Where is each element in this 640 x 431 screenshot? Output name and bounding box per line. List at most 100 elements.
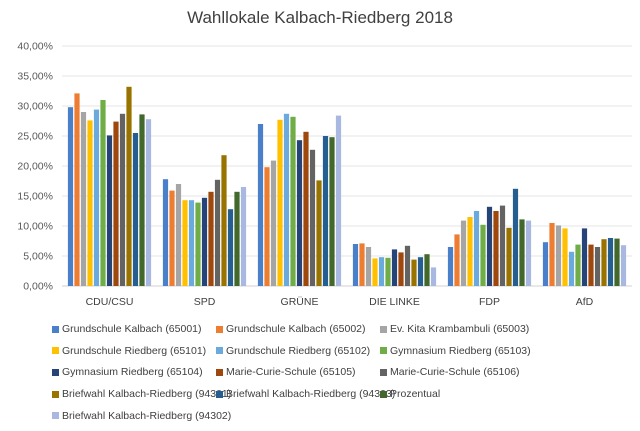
legend-item: Briefwahl Kalbach-Riedberg (94302)	[52, 410, 231, 422]
bar	[480, 224, 486, 286]
x-tick-label: AfD	[576, 296, 594, 308]
bar	[365, 247, 372, 286]
legend-label: Grundschule Riedberg (65102)	[226, 344, 371, 357]
bar	[182, 200, 188, 286]
legend-label: Gymnasium Riedberg (65103)	[390, 344, 531, 357]
bar	[454, 234, 460, 286]
bar	[542, 242, 549, 286]
bar	[93, 109, 100, 286]
bar	[162, 179, 169, 286]
bar	[391, 249, 398, 286]
legend-item: Prozentual	[380, 388, 440, 400]
bar	[499, 205, 506, 286]
legend-swatch	[380, 347, 387, 355]
bar	[601, 239, 607, 286]
bar	[290, 116, 296, 286]
legend-item: Grundschule Riedberg (65101)	[52, 345, 206, 357]
bar	[67, 107, 74, 286]
y-tick-label: 15,00%	[17, 191, 53, 203]
legend-swatch	[216, 390, 223, 398]
bar	[424, 254, 430, 286]
bar	[549, 223, 555, 286]
bar	[100, 100, 106, 286]
y-tick-label: 35,00%	[17, 71, 53, 83]
bar	[568, 251, 575, 286]
bar	[316, 180, 322, 286]
bar	[555, 225, 562, 286]
y-tick-label: 40,00%	[17, 41, 53, 53]
x-tick-label: FDP	[479, 296, 500, 308]
bar	[607, 238, 614, 286]
legend-label: Ev. Kita Krambambuli (65003)	[390, 323, 530, 335]
bar	[277, 119, 283, 286]
bar	[126, 86, 132, 286]
bar	[296, 140, 303, 286]
bar	[201, 197, 208, 286]
chart-title: Wahllokale Kalbach-Riedberg 2018	[187, 8, 453, 27]
bar	[169, 190, 175, 286]
bar	[588, 244, 594, 286]
legend-label: Briefwahl Kalbach-Riedberg (94303)	[226, 388, 396, 401]
bar	[87, 120, 93, 287]
legend-swatch	[52, 368, 59, 376]
legend-item: Gymnasium Riedberg (65104)	[52, 366, 203, 378]
legend-swatch	[52, 390, 59, 398]
legend-swatch	[52, 412, 59, 420]
bar	[620, 245, 627, 286]
bar	[283, 113, 290, 286]
bar	[385, 257, 391, 286]
bar	[460, 220, 467, 286]
bar	[80, 112, 87, 286]
legend-item: Grundschule Kalbach (65002)	[216, 323, 366, 335]
legend-label: Marie-Curie-Schule (65105)	[226, 366, 356, 379]
bar	[322, 136, 329, 286]
bar	[506, 227, 512, 286]
legend-label: Briefwahl Kalbach-Riedberg (94301)	[62, 388, 232, 401]
legend-label: Gymnasium Riedberg (65104)	[62, 366, 203, 379]
bar	[411, 259, 417, 286]
bar	[195, 202, 201, 286]
bar	[270, 160, 277, 286]
legend-label: Prozentual	[390, 388, 441, 401]
legend-swatch	[380, 390, 387, 398]
bar	[430, 267, 437, 286]
bar	[227, 209, 234, 286]
legend-swatch	[52, 325, 59, 333]
bar	[447, 247, 454, 286]
bar	[221, 155, 227, 286]
x-tick-label: DIE LINKE	[369, 296, 420, 308]
legend-label: Grundschule Kalbach (65001)	[62, 323, 202, 335]
bar	[467, 217, 473, 286]
legend-swatch	[216, 368, 223, 376]
y-tick-label: 10,00%	[17, 221, 53, 233]
bar	[404, 245, 411, 286]
bar	[473, 211, 480, 286]
bar	[575, 244, 581, 286]
bar	[106, 135, 113, 286]
bar	[309, 149, 316, 286]
bar	[303, 131, 309, 286]
bar	[378, 257, 385, 286]
legend-label: Marie-Curie-Schule (65106)	[390, 366, 520, 379]
bar	[113, 121, 119, 286]
bar	[329, 137, 335, 286]
bar	[74, 93, 80, 287]
y-tick-label: 5,00%	[23, 251, 53, 263]
legend-item: Gymnasium Riedberg (65103)	[380, 345, 531, 357]
legend-item: Briefwahl Kalbach-Riedberg (94301)	[52, 388, 231, 400]
x-tick-label: GRÜNE	[281, 296, 319, 308]
legend-item: Grundschule Riedberg (65102)	[216, 345, 370, 357]
bar	[525, 220, 532, 286]
legend-label: Grundschule Riedberg (65101)	[62, 344, 207, 357]
bar	[417, 257, 424, 286]
bar	[486, 206, 493, 286]
legend-label: Briefwahl Kalbach-Riedberg (94302)	[62, 409, 232, 422]
bar	[257, 124, 264, 286]
legend-item: Ev. Kita Krambambuli (65003)	[380, 323, 529, 335]
legend-item: Grundschule Kalbach (65001)	[52, 323, 202, 335]
bar	[208, 191, 214, 286]
bar	[214, 179, 221, 286]
bar	[614, 238, 620, 286]
y-tick-label: 30,00%	[17, 101, 53, 113]
bar	[562, 228, 568, 286]
